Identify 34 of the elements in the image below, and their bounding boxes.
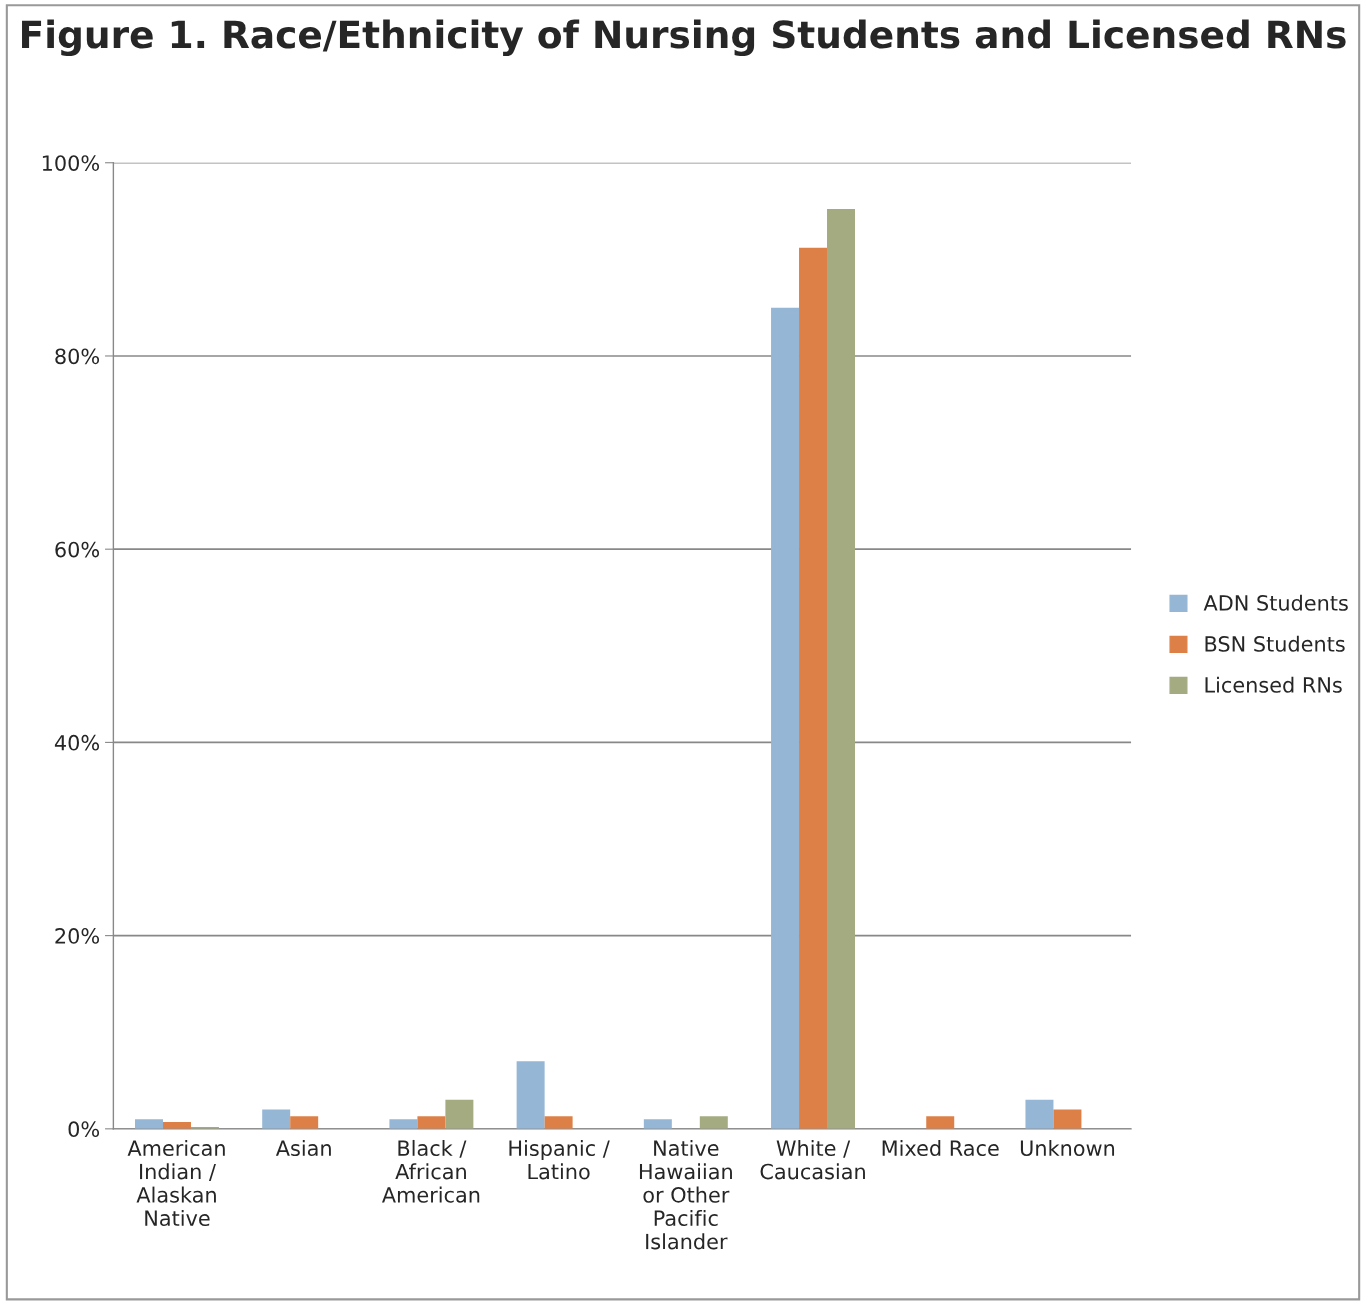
bar (827, 209, 855, 1129)
x-tick-label: Asian (275, 1139, 331, 1157)
x-tick-label: Native Hawaiian or Other Pacific Islander (639, 1139, 732, 1250)
bar (699, 1116, 728, 1129)
bar (926, 1116, 955, 1129)
legend-label: Licensed RNs (1205, 676, 1342, 693)
bar (1025, 1099, 1054, 1129)
x-tick-label: Unknown (1020, 1139, 1115, 1157)
x-tick-label: White / Caucasian (760, 1139, 865, 1180)
bar (417, 1116, 446, 1129)
x-tick-label: American Indian / Alaskan Native (127, 1139, 225, 1227)
y-tick-label: 80% (55, 348, 100, 365)
x-tick-label: Mixed Race (882, 1139, 999, 1157)
x-tick-label: Hispanic / Latino (509, 1139, 610, 1180)
bar (643, 1119, 672, 1129)
x-tick-label: Black / African American (381, 1139, 480, 1203)
y-tick-label: 20% (55, 928, 100, 944)
bar (262, 1109, 291, 1129)
chart-title: Figure 1. Race/Ethnicity of Nursing Students and Licensed RNs (22, 19, 1346, 57)
y-tick-label: 100% (42, 155, 100, 171)
bar (290, 1116, 319, 1129)
bar (799, 247, 828, 1129)
bar (135, 1119, 163, 1129)
bar (1053, 1109, 1082, 1129)
y-tick-label: 0% (68, 1121, 100, 1138)
bar (445, 1099, 474, 1129)
bar (544, 1116, 573, 1129)
bar (771, 307, 800, 1129)
legend-label: ADN Students (1203, 594, 1348, 611)
bar (516, 1061, 545, 1129)
y-tick-label: 40% (54, 734, 100, 751)
legend-label: BSN Students (1205, 635, 1345, 652)
y-tick-label: 60% (55, 541, 100, 558)
bar (389, 1119, 418, 1129)
